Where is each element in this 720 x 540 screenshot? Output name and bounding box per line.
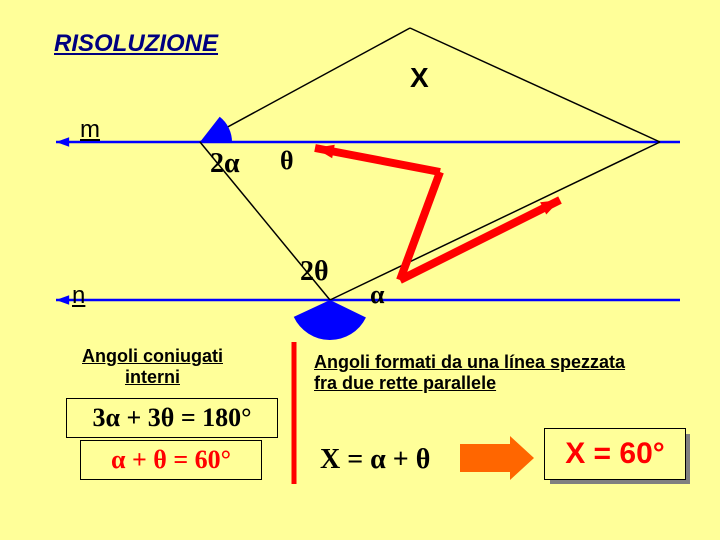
caption-right: Angoli formati da una línea spezzata fra… — [314, 352, 625, 394]
label-x: X — [410, 62, 429, 94]
result-box: X = 60° — [544, 428, 686, 480]
label-line-n: n — [72, 282, 85, 310]
label-alpha: α — [370, 280, 385, 310]
label-2alpha: 2α — [210, 148, 240, 180]
caption-left-line2: interni — [125, 367, 180, 387]
label-2theta: 2θ — [300, 256, 329, 288]
equation-2: α + θ = 60° — [80, 440, 262, 480]
label-line-m: m — [80, 116, 100, 144]
equation-3: X = α + θ — [320, 444, 430, 476]
caption-right-line1: Angoli formati da una línea spezzata — [314, 352, 625, 372]
page-title: RISOLUZIONE — [54, 30, 218, 58]
caption-left-line1: Angoli coniugati — [82, 346, 223, 366]
label-theta: θ — [280, 146, 294, 176]
caption-right-line2: fra due rette parallele — [314, 373, 496, 393]
equation-1: 3α + 3θ = 180° — [66, 398, 278, 438]
caption-left: Angoli coniugati interni — [82, 346, 223, 388]
